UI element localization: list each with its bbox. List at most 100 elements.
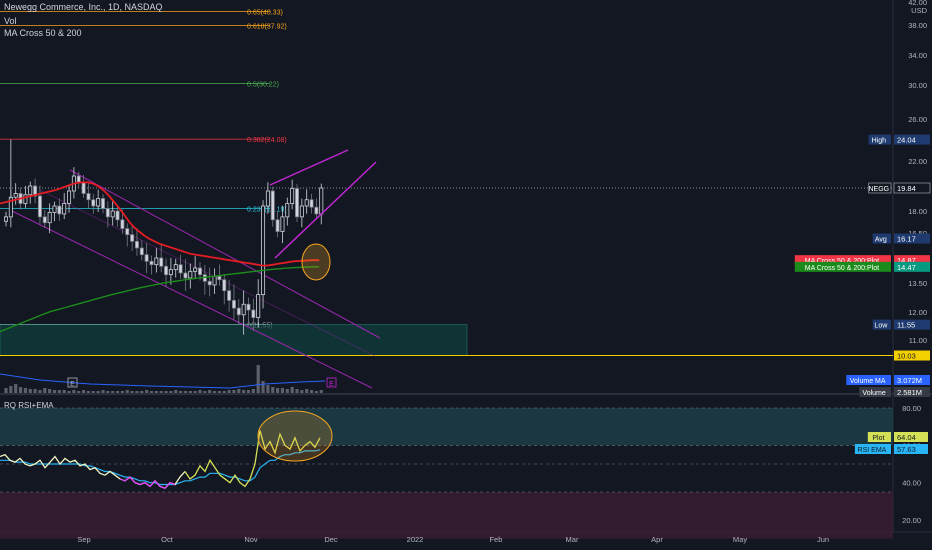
volume-bar — [314, 391, 318, 393]
volume-bar — [193, 391, 197, 393]
candle-body — [149, 260, 154, 266]
candle-body — [37, 195, 42, 218]
candle-body — [231, 299, 236, 309]
volume-bar — [130, 391, 134, 393]
volume-label-title: Volume — [862, 390, 885, 397]
rsi-highlight — [257, 410, 333, 462]
volume-bar — [101, 390, 105, 393]
price-label-title-bg — [794, 255, 891, 266]
candle-body — [222, 279, 227, 292]
price-label-title: High — [872, 138, 887, 145]
price-label-value: 14.87 — [897, 256, 916, 265]
candle-body — [183, 272, 188, 279]
ma50-line — [0, 181, 320, 267]
candle-body — [299, 205, 304, 218]
volume-bar — [309, 390, 314, 393]
candle-body — [280, 216, 285, 232]
candle-body — [52, 205, 57, 213]
rsi-axis-tick: 40.00 — [902, 479, 921, 488]
rsi-indicator-label[interactable]: RQ RSI+EMA — [4, 401, 54, 410]
price-axis-tick: 22.00 — [908, 157, 927, 166]
volume-bar — [179, 391, 183, 393]
volume-label-title: Volume MA — [850, 378, 886, 385]
fib-level-label: 0.5(30.22) — [247, 81, 279, 88]
volume-bar — [115, 391, 120, 393]
candle-body — [96, 198, 101, 207]
volume-bar — [14, 384, 18, 393]
volume-bar — [149, 391, 154, 393]
volume-bar — [208, 390, 212, 393]
candle-body — [86, 193, 91, 201]
volume-bar — [77, 391, 81, 393]
rsi-label-value: 64.04 — [897, 433, 916, 442]
price-label-value: 14.47 — [897, 263, 916, 272]
price-label-value: 16.17 — [897, 235, 916, 244]
candle-body — [314, 206, 319, 215]
volume-indicator-label[interactable]: Vol — [4, 16, 17, 26]
price-label-value-bg — [893, 182, 931, 194]
price-axis-tick: 34.00 — [908, 51, 927, 60]
time-axis-label: Oct — [161, 535, 174, 544]
volume-bar — [285, 389, 289, 393]
candle-body — [188, 270, 193, 279]
fib-level-label: 0.382(24.08) — [247, 137, 287, 144]
candle-body — [290, 188, 295, 204]
rsi-axis-tick: 80.00 — [902, 404, 921, 413]
candle-body — [120, 219, 125, 230]
candle-body — [275, 219, 280, 232]
volume-bar — [86, 391, 91, 393]
candle-body — [178, 264, 183, 274]
time-axis-label: Sep — [77, 535, 90, 544]
price-axis-tick: 18.00 — [908, 207, 927, 216]
volume-bar — [145, 390, 149, 393]
volume-bar — [305, 389, 309, 393]
candle-body — [4, 216, 9, 222]
candle-body — [62, 203, 67, 215]
volume-bar — [188, 391, 192, 393]
price-label-title: NEGG — [868, 186, 889, 193]
ma-cross-indicator-label[interactable]: MA Cross 50 & 200 — [4, 28, 82, 38]
channel-mid-line — [39, 189, 376, 357]
candle-body — [217, 275, 222, 281]
volume-bar — [276, 388, 280, 393]
candle-body — [67, 190, 72, 204]
volume-label-value: 3.072M — [897, 376, 922, 385]
volume-bar — [203, 391, 207, 393]
volume-bar — [43, 388, 47, 393]
candle-body — [164, 265, 169, 276]
volume-bar — [217, 391, 221, 393]
candle-body — [197, 267, 202, 276]
candle-body — [125, 228, 130, 236]
volume-bar — [164, 391, 168, 393]
candle-body — [139, 247, 144, 256]
candle-body — [13, 193, 18, 198]
ma200-line — [0, 266, 320, 333]
rsi-overbought-band — [0, 408, 893, 446]
candle-body — [193, 267, 198, 272]
volume-bar — [28, 389, 32, 393]
candle-body — [251, 309, 256, 319]
price-label-title-bg — [872, 233, 891, 244]
volume-bar — [135, 391, 139, 393]
volume-bar — [300, 390, 304, 393]
volume-bar — [38, 390, 42, 393]
volume-bar — [212, 391, 217, 393]
currency-label: USD — [911, 6, 927, 15]
price-label-value-bg — [894, 350, 930, 361]
candle-body — [110, 210, 115, 218]
volume-bar — [242, 390, 246, 393]
volume-bar — [72, 390, 76, 393]
time-axis-label: Jun — [817, 535, 829, 544]
volume-label-value-bg — [894, 375, 930, 385]
volume-bar — [106, 391, 110, 393]
wedge-upper-line — [269, 149, 349, 186]
volume-bar — [290, 387, 294, 393]
volume-bar — [18, 387, 23, 393]
price-label-value: 24.04 — [897, 136, 916, 145]
candle-body — [57, 205, 62, 215]
volume-bar — [23, 388, 27, 393]
price-axis-tick: 30.00 — [908, 81, 927, 90]
volume-label-value-bg — [894, 387, 930, 397]
volume-bar — [4, 388, 8, 393]
